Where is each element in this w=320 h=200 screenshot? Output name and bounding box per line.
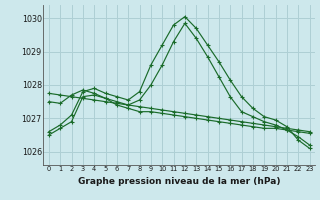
X-axis label: Graphe pression niveau de la mer (hPa): Graphe pression niveau de la mer (hPa) [78,177,280,186]
